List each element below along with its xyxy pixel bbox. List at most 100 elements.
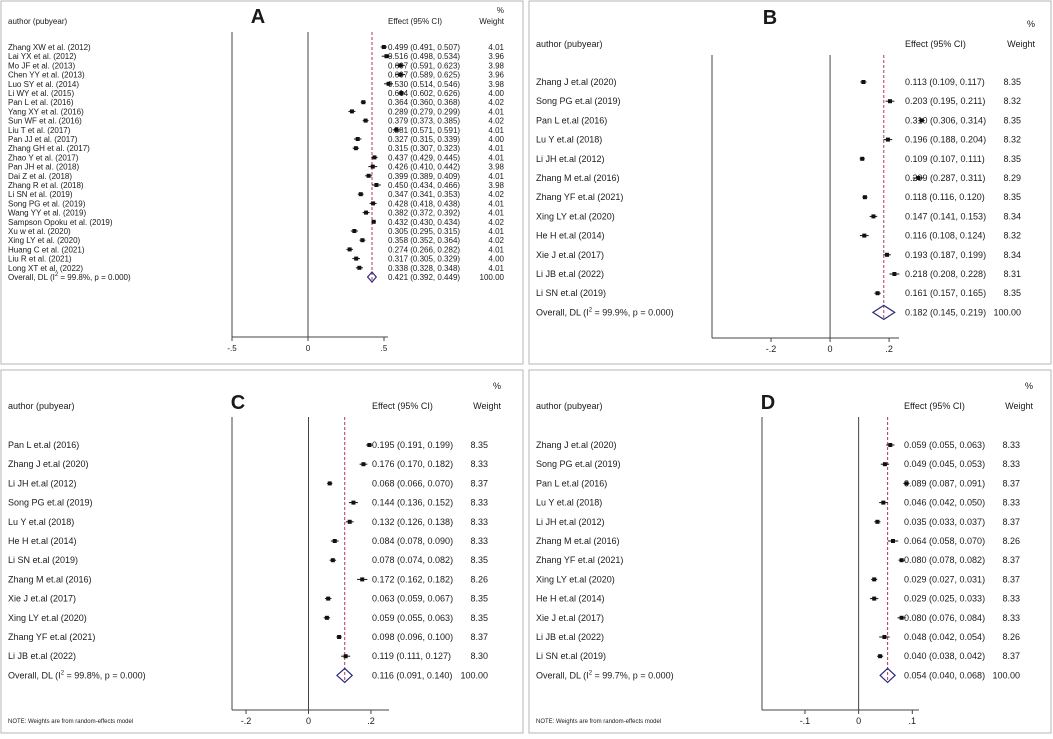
panel-letter: B bbox=[763, 7, 777, 29]
study-point-marker bbox=[860, 156, 865, 161]
study-point-marker bbox=[326, 596, 331, 601]
study-label: Xing LY et.al (2020) bbox=[536, 211, 615, 221]
study-effect-ci: 0.310 (0.306, 0.314) bbox=[905, 115, 986, 125]
study-weight: 3.98 bbox=[488, 163, 504, 172]
study-point-marker bbox=[324, 615, 329, 620]
study-point-marker bbox=[862, 195, 867, 200]
study-weight: 4.01 bbox=[488, 43, 504, 52]
study-weight: 8.37 bbox=[1002, 517, 1020, 527]
study-weight: 8.30 bbox=[470, 651, 488, 661]
study-label: Lai YX et al. (2012) bbox=[8, 52, 77, 61]
overall-label-text: Overall, DL (I bbox=[8, 273, 55, 282]
overall-label-tail: = 99.8%, p = 0.000) bbox=[64, 670, 146, 680]
study-weight: 8.33 bbox=[1002, 613, 1020, 623]
study-label: Zhang R et al. (2018) bbox=[8, 181, 84, 190]
study-point-marker bbox=[364, 210, 369, 215]
overall-effect-ci: 0.421 (0.392, 0.449) bbox=[388, 273, 460, 282]
study-point-marker bbox=[394, 127, 399, 132]
header-effect: Effect (95% CI) bbox=[904, 401, 965, 411]
study-weight: 4.01 bbox=[488, 153, 504, 162]
header-study: author (pubyear) bbox=[8, 401, 75, 411]
study-effect-ci: 0.147 (0.141, 0.153) bbox=[905, 211, 986, 221]
study-point-marker bbox=[882, 635, 887, 639]
study-point-marker bbox=[347, 247, 352, 252]
overall-weight: 100.00 bbox=[992, 670, 1020, 680]
study-effect-ci: 0.119 (0.111, 0.127) bbox=[372, 651, 451, 661]
header-effect: Effect (95% CI) bbox=[388, 17, 442, 26]
study-weight: 8.32 bbox=[1003, 96, 1021, 106]
study-weight: 4.00 bbox=[488, 89, 504, 98]
study-point-marker bbox=[353, 146, 358, 151]
study-point-marker bbox=[872, 577, 877, 582]
study-effect-ci: 0.516 (0.498, 0.534) bbox=[388, 52, 460, 61]
study-label: Lu Y et.al (2018) bbox=[536, 498, 602, 508]
study-effect-ci: 0.399 (0.389, 0.409) bbox=[388, 172, 460, 181]
overall-label-tail: = 99.9%, p = 0.000) bbox=[592, 307, 674, 317]
overall-weight: 100.00 bbox=[480, 273, 505, 282]
overall-label-text: Overall, DL (I bbox=[536, 670, 589, 680]
study-label: He H et.al (2014) bbox=[536, 594, 605, 604]
study-point-marker bbox=[358, 192, 363, 197]
study-label: Chen YY et al. (2013) bbox=[8, 71, 85, 80]
overall-label-text: Overall, DL (I bbox=[8, 670, 61, 680]
overall-label: Overall, DL (I2 = 99.8%, p = 0.000) bbox=[8, 272, 131, 282]
study-effect-ci: 0.432 (0.430, 0.434) bbox=[388, 218, 460, 227]
study-label: Li JH et.al (2012) bbox=[8, 478, 77, 488]
study-effect-ci: 0.059 (0.055, 0.063) bbox=[904, 440, 985, 450]
study-point-marker bbox=[916, 176, 921, 180]
study-point-marker bbox=[386, 81, 391, 86]
study-point-marker bbox=[349, 109, 354, 114]
study-label: Xing LY et.al (2020) bbox=[8, 613, 87, 623]
study-label: Li SN et.al (2019) bbox=[536, 651, 606, 661]
x-tick-label: .2 bbox=[367, 716, 375, 726]
header-weight: Weight bbox=[473, 401, 501, 411]
study-weight: 4.01 bbox=[488, 172, 504, 181]
study-weight: 8.35 bbox=[1003, 77, 1021, 87]
study-weight: 4.02 bbox=[488, 117, 504, 126]
study-label: Pan L et al. (2016) bbox=[8, 98, 74, 107]
study-weight: 3.98 bbox=[488, 80, 504, 89]
panel-border bbox=[528, 369, 1052, 734]
study-point-marker bbox=[861, 80, 866, 84]
panel-letter: D bbox=[761, 392, 775, 414]
study-label: Yang XY et al. (2016) bbox=[8, 107, 84, 116]
study-label: Pan L et.al (2016) bbox=[8, 440, 79, 450]
study-label: Li JH et.al (2012) bbox=[536, 517, 605, 527]
study-point-marker bbox=[882, 462, 887, 467]
study-point-marker bbox=[360, 577, 365, 582]
study-weight: 8.35 bbox=[470, 555, 488, 565]
study-effect-ci: 0.063 (0.059, 0.067) bbox=[372, 594, 453, 604]
study-effect-ci: 0.607 (0.591, 0.623) bbox=[388, 61, 460, 70]
study-label: Zhang YF et.al (2021) bbox=[536, 555, 623, 565]
study-point-marker bbox=[367, 443, 372, 447]
study-weight: 3.98 bbox=[488, 61, 504, 70]
study-point-marker bbox=[360, 238, 365, 243]
weights-note: NOTE: Weights are from random-effects mo… bbox=[536, 719, 661, 725]
study-point-marker bbox=[885, 137, 890, 142]
study-effect-ci: 0.382 (0.372, 0.392) bbox=[388, 209, 460, 218]
x-tick-label: .1 bbox=[909, 716, 917, 726]
study-effect-ci: 0.196 (0.188, 0.204) bbox=[905, 135, 986, 145]
study-label: Li WY et al. (2015) bbox=[8, 89, 74, 98]
study-weight: 8.35 bbox=[470, 440, 488, 450]
study-point-marker bbox=[398, 63, 403, 68]
study-effect-ci: 0.046 (0.042, 0.050) bbox=[904, 498, 985, 508]
study-label: He H et.al (2014) bbox=[8, 536, 77, 546]
study-weight: 8.31 bbox=[1003, 269, 1021, 279]
study-label: Xing LY et.al (2020) bbox=[536, 574, 615, 584]
study-effect-ci: 0.289 (0.279, 0.299) bbox=[388, 107, 460, 116]
weights-note: NOTE: Weights are from random-effects mo… bbox=[8, 719, 133, 725]
study-point-marker bbox=[351, 500, 356, 505]
header-effect: Effect (95% CI) bbox=[905, 39, 966, 49]
study-weight: 3.96 bbox=[488, 52, 504, 61]
study-effect-ci: 0.029 (0.025, 0.033) bbox=[904, 594, 985, 604]
header-weight-percent: % bbox=[1027, 19, 1035, 29]
study-label: Li SN et.al (2019) bbox=[8, 555, 78, 565]
study-weight: 4.00 bbox=[488, 135, 504, 144]
study-label: Zhang J et.al (2020) bbox=[536, 440, 617, 450]
study-weight: 8.37 bbox=[1002, 555, 1020, 565]
